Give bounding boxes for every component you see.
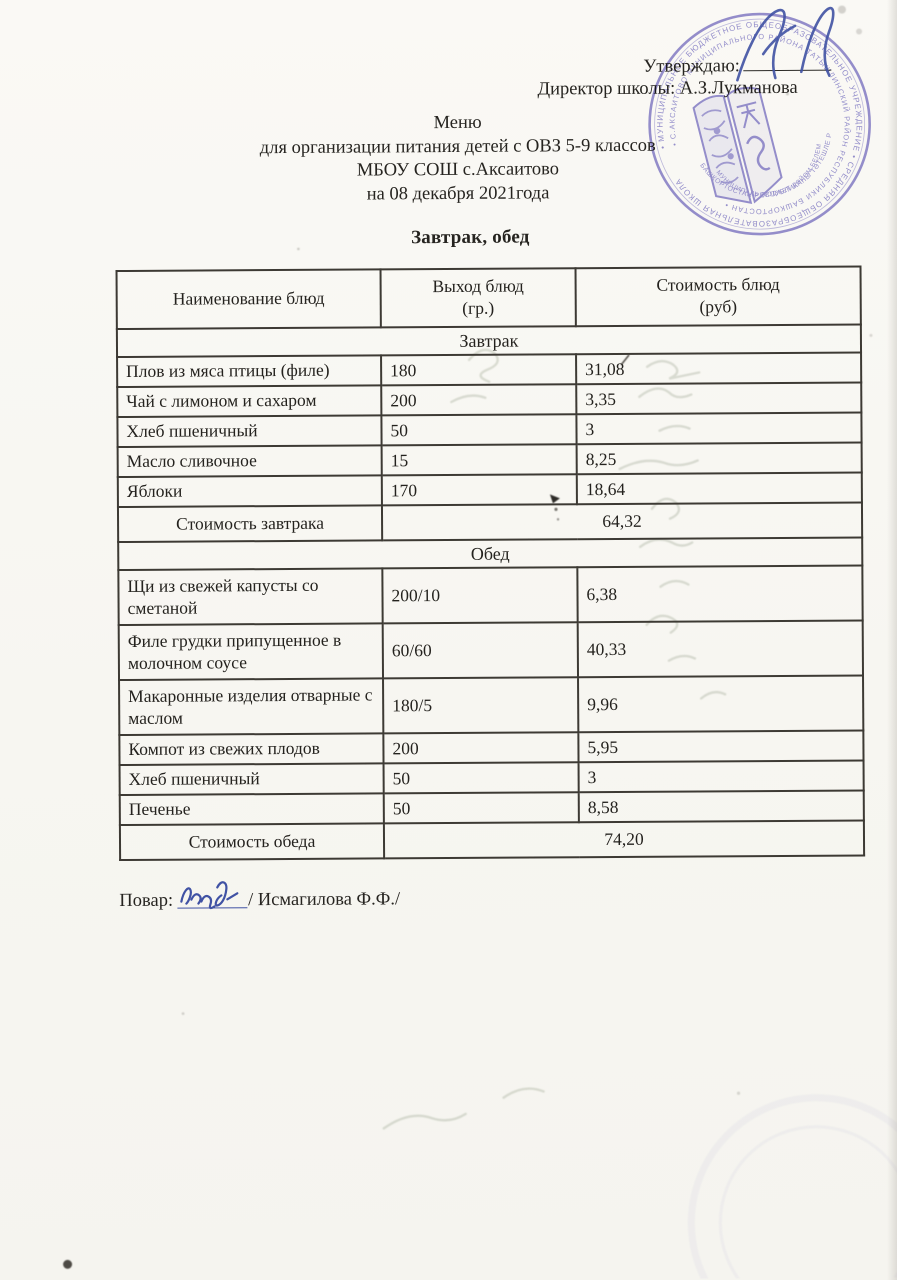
- price-cell: 31,08: [576, 352, 862, 385]
- school-stamp: • МУНИЦИПАЛЬНОЕ БЮДЖЕТНОЕ ОБЩЕОБРАЗОВАТЕ…: [639, 7, 880, 244]
- cook-line: Повар: / Исмагилова Ф.Ф./: [119, 881, 401, 912]
- dish-cell: Плов из мяса птицы (филе): [117, 355, 382, 388]
- portion-cell: 50: [381, 414, 577, 446]
- price-cell: 9,96: [578, 675, 864, 733]
- portion-cell: 15: [381, 444, 577, 476]
- price-cell: 6,38: [577, 565, 863, 623]
- stamp-emblem-book: [692, 86, 783, 204]
- stamp-tamga-glyph: [736, 101, 761, 129]
- portion-cell: 180/5: [383, 677, 579, 734]
- dish-cell: Макаронные изделия отварные с маслом: [119, 678, 384, 736]
- portion-cell: 200: [383, 732, 579, 764]
- section-title: Обед: [118, 537, 863, 571]
- dish-cell: Хлеб пшеничный: [117, 415, 382, 448]
- breakfast-total-value: 64,32: [381, 502, 863, 541]
- portion-cell: 50: [383, 762, 579, 794]
- breakfast-total-row: Стоимость завтрака 64,32: [117, 502, 863, 543]
- table-header-row: Наименование блюд Выход блюд (гр.) Стоим…: [116, 266, 861, 330]
- dish-cell: Чай с лимоном и сахаром: [117, 385, 382, 418]
- section-row-lunch: Обед: [118, 537, 863, 571]
- menu-table: Наименование блюд Выход блюд (гр.) Стоим…: [116, 265, 866, 861]
- portion-cell: 170: [381, 474, 577, 506]
- table-row: Хлеб пшеничный 50 3: [119, 760, 864, 796]
- column-header-price: Стоимость блюд (руб): [575, 266, 861, 327]
- lunch-total-row: Стоимость обеда 74,20: [119, 820, 865, 861]
- table-row: Масло сливочное 15 8,25: [117, 442, 862, 478]
- table-row: Компот из свежих плодов 200 5,95: [119, 730, 864, 766]
- table-row: Яблоки 170 18,64: [117, 472, 862, 508]
- cook-signature-ink: [179, 881, 239, 910]
- table-row: Чай с лимоном и сахаром 200 3,35: [117, 382, 862, 418]
- price-cell: 5,95: [578, 730, 864, 763]
- price-cell: 3: [578, 760, 864, 793]
- column-header-dish: Наименование блюд: [116, 269, 381, 330]
- portion-cell: 60/60: [382, 622, 579, 679]
- table-row: Щи из свежей капусты со сметаной 200/10 …: [118, 565, 863, 626]
- dish-cell: Масло сливочное: [117, 445, 382, 478]
- price-cell: 8,58: [578, 790, 864, 823]
- price-cell: 18,64: [576, 472, 862, 505]
- portion-cell: 200: [381, 384, 577, 416]
- price-cell: 3: [576, 412, 862, 445]
- table-row: Печенье 50 8,58: [119, 790, 864, 826]
- dish-cell: Щи из свежей капусты со сметаной: [118, 568, 383, 626]
- section-title: Завтрак: [116, 324, 862, 358]
- director-signature-ink: [736, 6, 835, 82]
- table-row: Хлеб пшеничный 50 3: [117, 412, 862, 448]
- price-cell: 3,35: [576, 382, 862, 415]
- table-row: Плов из мяса птицы (филе) 180 31,08: [117, 352, 862, 388]
- price-cell: 40,33: [577, 620, 864, 678]
- cook-signature: [176, 881, 248, 910]
- column-header-portion: Выход блюд (гр.): [380, 268, 576, 328]
- dish-cell: Хлеб пшеничный: [119, 763, 384, 796]
- lunch-total-label: Стоимость обеда: [119, 823, 385, 861]
- dish-cell: Яблоки: [117, 475, 382, 508]
- portion-cell: 180: [381, 354, 577, 386]
- cook-name: / Исмагилова Ф.Ф./: [248, 889, 401, 911]
- cook-label: Повар:: [119, 890, 174, 912]
- table-row: Макаронные изделия отварные с маслом 180…: [119, 675, 864, 736]
- lunch-total-value: 74,20: [383, 820, 865, 859]
- breakfast-total-label: Стоимость завтрака: [117, 505, 383, 543]
- price-cell: 8,25: [576, 442, 862, 475]
- section-row-breakfast: Завтрак: [116, 324, 862, 358]
- dish-cell: Филе грудки припущенное в молочном соусе: [118, 623, 384, 681]
- table-row: Филе грудки припущенное в молочном соусе…: [118, 620, 864, 681]
- dish-cell: Печенье: [119, 793, 384, 826]
- stamp-marten-figure: [746, 135, 771, 171]
- dish-cell: Компот из свежих плодов: [119, 733, 384, 766]
- portion-cell: 50: [383, 792, 579, 824]
- portion-cell: 200/10: [382, 567, 578, 624]
